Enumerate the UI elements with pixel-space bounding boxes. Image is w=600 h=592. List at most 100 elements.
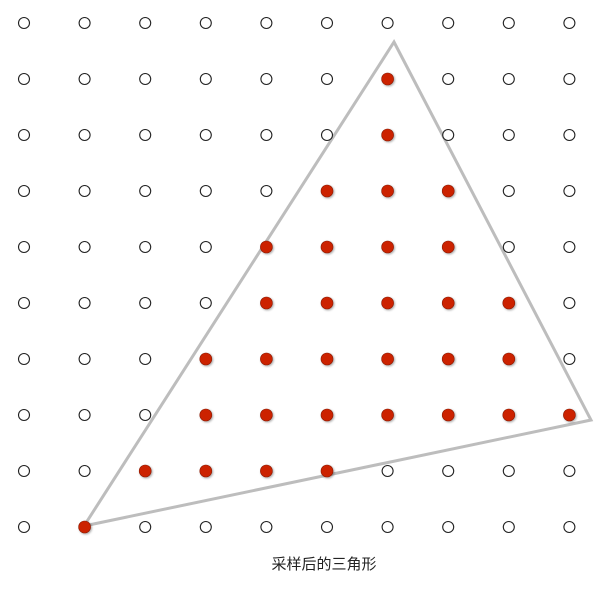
empty-sample-dot <box>19 242 30 253</box>
empty-sample-dot <box>79 18 90 29</box>
covered-sample-dot <box>442 185 454 197</box>
empty-sample-dot <box>19 410 30 421</box>
covered-sample-dot <box>503 409 515 421</box>
empty-sample-dot <box>19 18 30 29</box>
empty-sample-dot <box>564 186 575 197</box>
empty-sample-dot <box>140 242 151 253</box>
empty-sample-dot <box>564 466 575 477</box>
empty-sample-dot <box>503 522 514 533</box>
empty-sample-dot <box>19 74 30 85</box>
triangle-outline <box>84 42 591 526</box>
covered-sample-dot <box>382 353 394 365</box>
empty-sample-dot <box>200 186 211 197</box>
empty-sample-dot <box>261 18 272 29</box>
empty-sample-dot <box>140 186 151 197</box>
covered-sample-dot <box>382 185 394 197</box>
empty-sample-dot <box>322 522 333 533</box>
empty-sample-dot <box>443 522 454 533</box>
empty-sample-dot <box>19 522 30 533</box>
empty-sample-dot <box>200 242 211 253</box>
empty-sample-dot <box>261 186 272 197</box>
empty-sample-dot <box>382 522 393 533</box>
covered-sample-dot <box>200 465 212 477</box>
empty-sample-dot <box>261 74 272 85</box>
empty-sample-dot <box>79 354 90 365</box>
empty-sample-dot <box>140 354 151 365</box>
empty-sample-dot <box>79 242 90 253</box>
empty-sample-dot <box>564 298 575 309</box>
covered-sample-dot <box>382 241 394 253</box>
covered-sample-dot <box>260 409 272 421</box>
covered-sample-dot <box>321 241 333 253</box>
empty-sample-dot <box>564 354 575 365</box>
empty-sample-dot <box>200 18 211 29</box>
covered-sample-dot <box>382 297 394 309</box>
covered-sample-dot <box>503 297 515 309</box>
covered-sample-dot <box>260 353 272 365</box>
empty-sample-dot <box>19 298 30 309</box>
empty-sample-dot <box>503 466 514 477</box>
empty-sample-dot <box>322 130 333 141</box>
empty-sample-dot <box>261 522 272 533</box>
empty-sample-dot <box>79 410 90 421</box>
empty-sample-dot <box>564 242 575 253</box>
empty-sample-dot <box>564 74 575 85</box>
empty-sample-dot <box>140 74 151 85</box>
empty-sample-dot <box>564 130 575 141</box>
covered-sample-dot <box>442 241 454 253</box>
empty-sample-dot <box>503 186 514 197</box>
empty-sample-dot <box>564 522 575 533</box>
empty-sample-dot <box>140 410 151 421</box>
empty-sample-dot <box>564 18 575 29</box>
covered-sample-dot <box>260 465 272 477</box>
empty-sample-dot <box>503 130 514 141</box>
empty-sample-dot <box>79 466 90 477</box>
empty-sample-dot <box>322 74 333 85</box>
empty-sample-dot <box>140 130 151 141</box>
empty-sample-dot <box>261 130 272 141</box>
empty-sample-dot <box>200 74 211 85</box>
empty-sample-dot <box>322 18 333 29</box>
empty-sample-dot <box>443 130 454 141</box>
empty-sample-dot <box>140 298 151 309</box>
empty-sample-dot <box>79 186 90 197</box>
empty-sample-dot <box>503 242 514 253</box>
empty-sample-dot <box>503 18 514 29</box>
covered-sample-dot <box>382 73 394 85</box>
empty-sample-dot <box>200 522 211 533</box>
covered-sample-dot <box>442 353 454 365</box>
empty-sample-dot <box>140 522 151 533</box>
empty-sample-dot <box>443 18 454 29</box>
empty-sample-dot <box>443 466 454 477</box>
covered-sample-dot <box>79 521 91 533</box>
covered-sample-dot <box>200 353 212 365</box>
empty-sample-dot <box>200 298 211 309</box>
covered-sample-dot <box>442 409 454 421</box>
covered-sample-dot <box>382 409 394 421</box>
covered-sample-dot <box>260 297 272 309</box>
empty-sample-dot <box>503 74 514 85</box>
empty-sample-dot <box>382 466 393 477</box>
covered-sample-dot <box>321 409 333 421</box>
empty-sample-dot <box>19 130 30 141</box>
empty-sample-dot <box>79 130 90 141</box>
empty-sample-dot <box>19 186 30 197</box>
covered-sample-dot <box>321 465 333 477</box>
covered-sample-dot <box>139 465 151 477</box>
diagram-caption: 采样后的三角形 <box>0 553 600 574</box>
empty-sample-dot <box>200 130 211 141</box>
covered-sample-dot <box>200 409 212 421</box>
empty-sample-dot <box>382 18 393 29</box>
covered-sample-dot <box>260 241 272 253</box>
covered-sample-dot <box>563 409 575 421</box>
covered-sample-dot <box>442 297 454 309</box>
covered-sample-dot <box>503 353 515 365</box>
empty-sample-dot <box>19 354 30 365</box>
empty-sample-dot <box>140 18 151 29</box>
empty-sample-dot <box>79 298 90 309</box>
covered-sample-dot <box>321 353 333 365</box>
covered-sample-dot <box>321 297 333 309</box>
empty-sample-dot <box>79 74 90 85</box>
covered-sample-dot <box>382 129 394 141</box>
